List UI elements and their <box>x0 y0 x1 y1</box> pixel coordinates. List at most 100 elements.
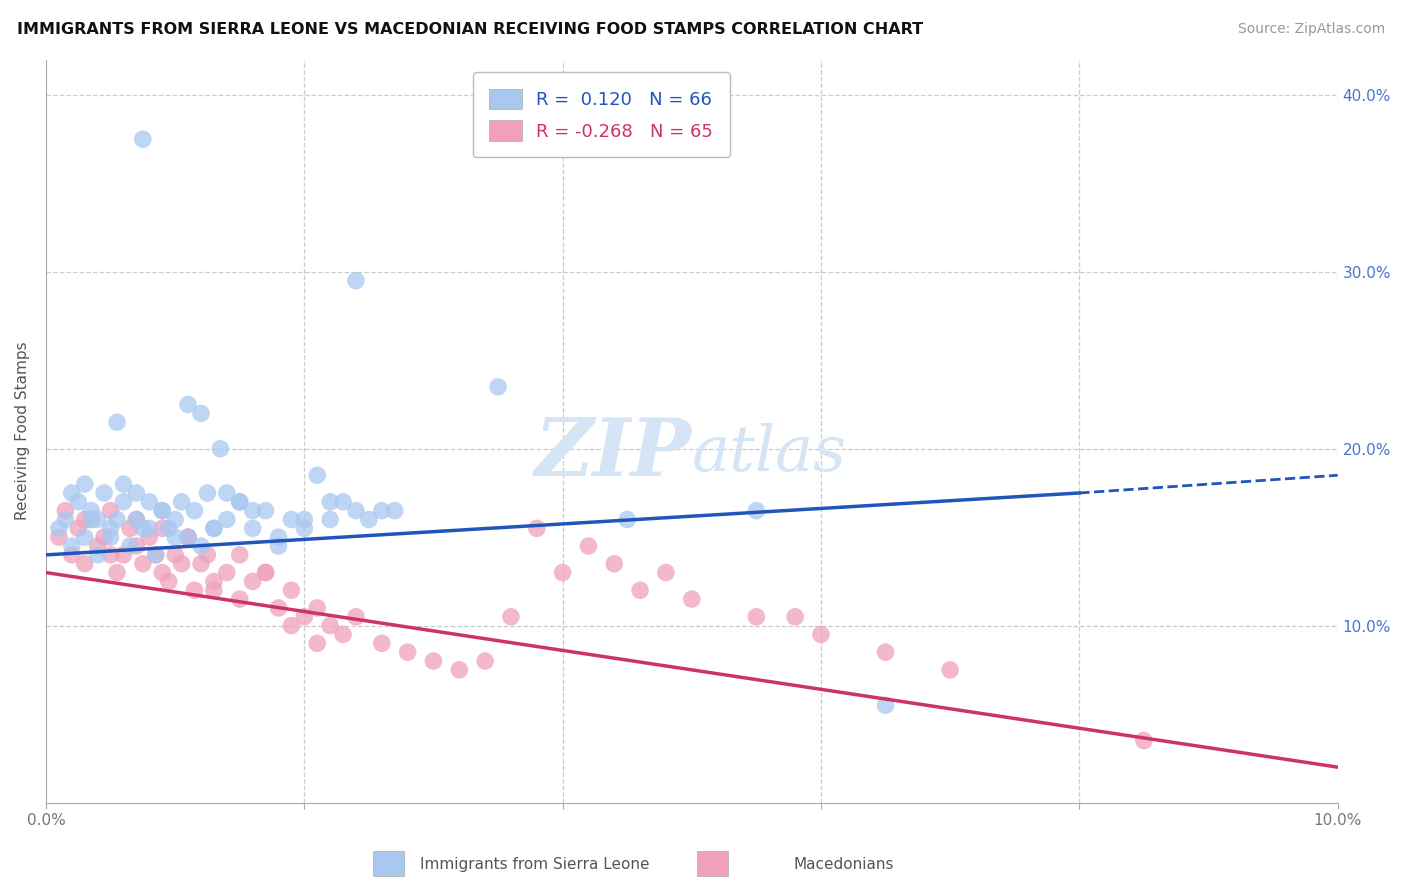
Point <box>138 495 160 509</box>
Point <box>499 609 522 624</box>
Point <box>371 636 394 650</box>
Point <box>785 609 807 624</box>
Point <box>267 539 290 553</box>
Point <box>875 645 897 659</box>
Point <box>357 512 380 526</box>
Point <box>118 521 141 535</box>
Text: Macedonians: Macedonians <box>793 857 894 872</box>
Point <box>105 415 128 429</box>
Point <box>125 539 148 553</box>
Point <box>67 495 90 509</box>
Point <box>371 503 394 517</box>
Point <box>190 406 212 420</box>
Point <box>157 574 180 589</box>
Point <box>242 503 264 517</box>
Point <box>100 521 122 535</box>
Point <box>875 698 897 713</box>
Point <box>150 566 173 580</box>
Point <box>105 566 128 580</box>
Point <box>132 557 155 571</box>
Point <box>145 548 167 562</box>
Point <box>86 539 108 553</box>
Point <box>307 636 329 650</box>
Point <box>93 486 115 500</box>
Point <box>157 521 180 535</box>
Point <box>655 566 678 580</box>
Point <box>254 566 277 580</box>
Point <box>73 512 96 526</box>
Point <box>215 512 238 526</box>
Point <box>183 583 205 598</box>
Point <box>486 380 509 394</box>
Point <box>73 557 96 571</box>
Point <box>48 521 70 535</box>
Point <box>202 521 225 535</box>
Point <box>138 521 160 535</box>
Point <box>422 654 444 668</box>
Point <box>125 486 148 500</box>
Point <box>165 512 187 526</box>
Y-axis label: Receiving Food Stamps: Receiving Food Stamps <box>15 342 30 520</box>
Point <box>150 503 173 517</box>
Point <box>616 512 638 526</box>
Point <box>150 521 173 535</box>
Text: atlas: atlas <box>692 423 846 484</box>
Point <box>384 503 406 517</box>
Point <box>242 521 264 535</box>
Text: ZIP: ZIP <box>534 415 692 492</box>
Point <box>80 512 103 526</box>
Point <box>280 618 302 632</box>
Point <box>53 512 76 526</box>
Point <box>603 557 626 571</box>
Point <box>125 512 148 526</box>
Point <box>132 132 155 146</box>
Point <box>73 530 96 544</box>
Point <box>112 548 135 562</box>
Text: Immigrants from Sierra Leone: Immigrants from Sierra Leone <box>419 857 650 872</box>
Point <box>292 512 315 526</box>
Point <box>209 442 232 456</box>
Point <box>48 530 70 544</box>
Point <box>177 530 200 544</box>
Point <box>197 486 219 500</box>
Point <box>202 574 225 589</box>
Point <box>242 574 264 589</box>
Point <box>307 468 329 483</box>
Point <box>125 512 148 526</box>
Point <box>80 503 103 517</box>
Legend: R =  0.120   N = 66, R = -0.268   N = 65: R = 0.120 N = 66, R = -0.268 N = 65 <box>474 72 730 157</box>
Point <box>267 601 290 615</box>
Point <box>60 539 83 553</box>
Point <box>183 503 205 517</box>
Point <box>810 627 832 641</box>
Point <box>60 486 83 500</box>
Point <box>319 618 342 632</box>
Point <box>551 566 574 580</box>
Point <box>105 512 128 526</box>
Point <box>100 503 122 517</box>
Point <box>53 503 76 517</box>
Point <box>332 627 354 641</box>
Point <box>578 539 600 553</box>
Point <box>202 583 225 598</box>
Point <box>745 609 768 624</box>
Point <box>60 548 83 562</box>
Point <box>474 654 496 668</box>
Point <box>118 539 141 553</box>
Text: IMMIGRANTS FROM SIERRA LEONE VS MACEDONIAN RECEIVING FOOD STAMPS CORRELATION CHA: IMMIGRANTS FROM SIERRA LEONE VS MACEDONI… <box>17 22 922 37</box>
Point <box>344 274 367 288</box>
Point <box>344 503 367 517</box>
Point <box>170 495 193 509</box>
Point <box>80 512 103 526</box>
Text: Source: ZipAtlas.com: Source: ZipAtlas.com <box>1237 22 1385 37</box>
Point <box>86 512 108 526</box>
Point <box>215 566 238 580</box>
Point <box>228 495 250 509</box>
Point <box>280 512 302 526</box>
Point <box>73 477 96 491</box>
Point <box>254 566 277 580</box>
Point <box>215 486 238 500</box>
Point <box>145 548 167 562</box>
Point <box>165 548 187 562</box>
Point <box>165 530 187 544</box>
